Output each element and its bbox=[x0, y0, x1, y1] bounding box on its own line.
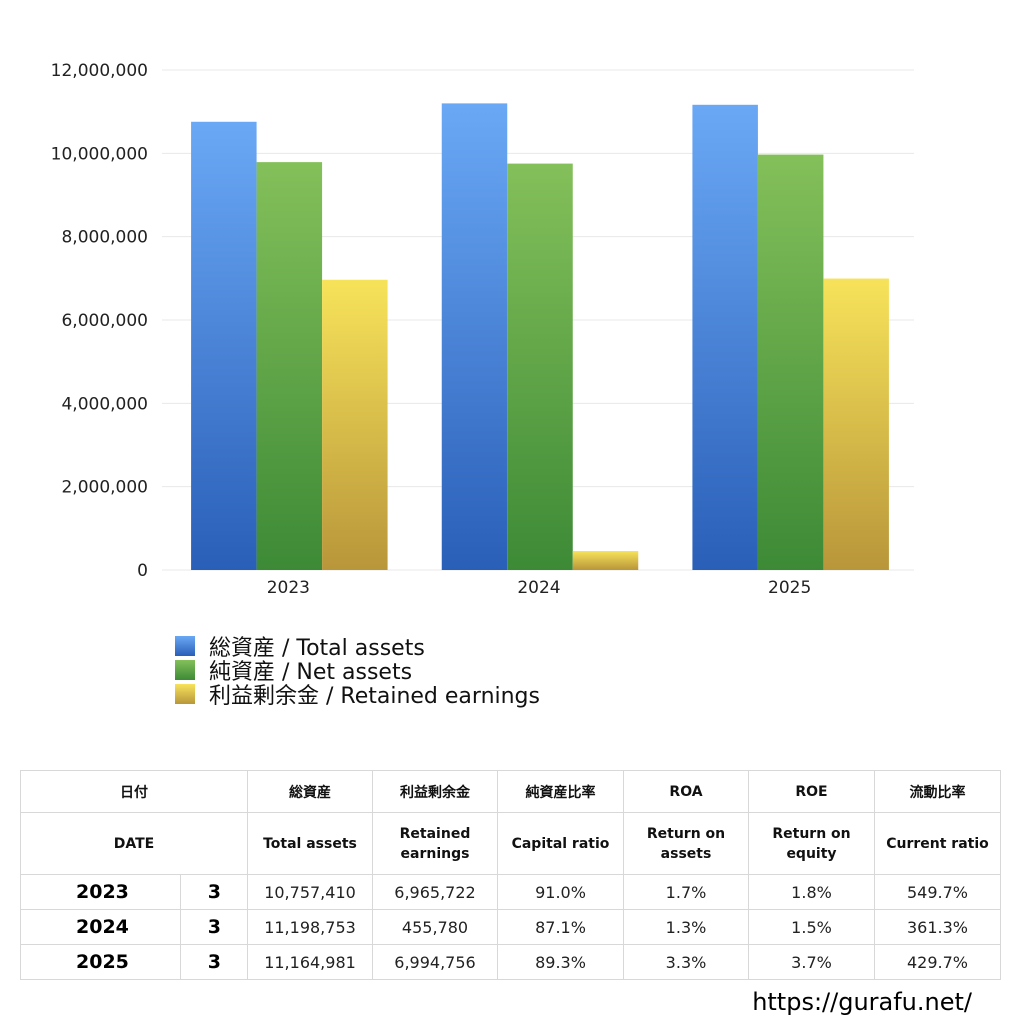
cell-total-assets: 10,757,410 bbox=[247, 874, 373, 910]
y-tick-label: 0 bbox=[137, 561, 148, 581]
cell-roe: 1.5% bbox=[748, 909, 875, 945]
header-roa-jp: ROA bbox=[623, 770, 749, 813]
cell-year: 2023 bbox=[20, 874, 181, 910]
bar-total-assets bbox=[692, 104, 758, 571]
header-total-assets-jp: 総資産 bbox=[247, 770, 373, 813]
cell-current-ratio: 549.7% bbox=[874, 874, 1001, 910]
bar-net-assets bbox=[507, 163, 573, 571]
cell-roa: 1.3% bbox=[623, 909, 749, 945]
cell-current-ratio: 429.7% bbox=[874, 944, 1001, 980]
legend-label-total-assets: 総資産 / Total assets bbox=[209, 636, 425, 661]
y-tick-label: 12,000,000 bbox=[51, 61, 148, 81]
cell-capital-ratio: 91.0% bbox=[497, 874, 624, 910]
cell-roe: 1.8% bbox=[748, 874, 875, 910]
y-tick-label: 6,000,000 bbox=[61, 311, 148, 331]
header-retained-jp: 利益剰余金 bbox=[372, 770, 498, 813]
header-date-jp: 日付 bbox=[20, 770, 248, 813]
x-tick-label: 2024 bbox=[517, 578, 560, 598]
y-tick-label: 2,000,000 bbox=[61, 478, 148, 498]
header-capital-ratio-jp: 純資産比率 bbox=[497, 770, 624, 813]
bar-total-assets bbox=[441, 103, 508, 571]
legend-item-retained-earnings: 利益剰余金 / Retained earnings bbox=[175, 682, 540, 709]
legend-swatch-total-assets bbox=[175, 636, 195, 656]
table-row: 2023 3 10,757,410 6,965,722 91.0% 1.7% 1… bbox=[20, 874, 1001, 910]
header-row-jp: 日付 総資産 利益剰余金 純資産比率 ROA ROE 流動比率 bbox=[20, 770, 1001, 813]
bar-net-assets bbox=[757, 154, 824, 571]
legend-swatch-net-assets bbox=[175, 660, 195, 680]
cell-total-assets: 11,198,753 bbox=[247, 909, 373, 945]
cell-month: 3 bbox=[180, 874, 248, 910]
header-total-assets-en: Total assets bbox=[247, 812, 373, 875]
header-roe-jp: ROE bbox=[748, 770, 875, 813]
cell-roa: 1.7% bbox=[623, 874, 749, 910]
bar-retained-earnings bbox=[572, 551, 639, 570]
header-roe-en: Return on equity bbox=[748, 812, 875, 875]
bar-retained-earnings bbox=[823, 278, 889, 570]
legend-item-net-assets: 純資産 / Net assets bbox=[175, 658, 540, 685]
x-axis-ticks: 2023 2024 2025 bbox=[267, 578, 812, 598]
legend-label-retained-earnings: 利益剰余金 / Retained earnings bbox=[209, 684, 540, 709]
y-tick-label: 4,000,000 bbox=[61, 394, 148, 414]
bars bbox=[191, 103, 889, 571]
header-retained-en: Retained earnings bbox=[372, 812, 498, 875]
bar-total-assets bbox=[191, 121, 257, 570]
cell-month: 3 bbox=[180, 944, 248, 980]
cell-year: 2024 bbox=[20, 909, 181, 945]
cell-current-ratio: 361.3% bbox=[874, 909, 1001, 945]
header-capital-ratio-en: Capital ratio bbox=[497, 812, 624, 875]
x-tick-label: 2023 bbox=[267, 578, 310, 598]
legend-item-total-assets: 総資産 / Total assets bbox=[175, 634, 540, 661]
header-current-ratio-en: Current ratio bbox=[874, 812, 1001, 875]
cell-year: 2025 bbox=[20, 944, 181, 980]
header-row-en: DATE Total assets Retained earnings Capi… bbox=[20, 812, 1001, 875]
header-current-ratio-jp: 流動比率 bbox=[874, 770, 1001, 813]
cell-retained: 455,780 bbox=[372, 909, 498, 945]
bar-retained-earnings bbox=[322, 279, 388, 570]
cell-roa: 3.3% bbox=[623, 944, 749, 980]
y-tick-label: 8,000,000 bbox=[61, 228, 148, 248]
x-tick-label: 2025 bbox=[768, 578, 811, 598]
legend: 総資産 / Total assets 純資産 / Net assets 利益剰余… bbox=[175, 634, 540, 709]
cell-capital-ratio: 87.1% bbox=[497, 909, 624, 945]
financial-table: 日付 総資産 利益剰余金 純資産比率 ROA ROE 流動比率 DATE Tot… bbox=[20, 770, 1001, 980]
cell-retained: 6,994,756 bbox=[372, 944, 498, 980]
cell-capital-ratio: 89.3% bbox=[497, 944, 624, 980]
bar-chart: 12,000,000 10,000,000 8,000,000 6,000,000 4,… bbox=[51, 61, 914, 598]
cell-month: 3 bbox=[180, 909, 248, 945]
cell-roe: 3.7% bbox=[748, 944, 875, 980]
header-date-en: DATE bbox=[20, 812, 248, 875]
y-axis-ticks: 12,000,000 10,000,000 8,000,000 6,000,000 4,… bbox=[51, 61, 148, 581]
cell-retained: 6,965,722 bbox=[372, 874, 498, 910]
y-tick-label: 10,000,000 bbox=[51, 144, 148, 164]
bar-net-assets bbox=[256, 162, 323, 570]
site-url: https://gurafu.net/ bbox=[752, 988, 972, 1016]
table-row: 2025 3 11,164,981 6,994,756 89.3% 3.3% 3… bbox=[20, 944, 1001, 980]
legend-label-net-assets: 純資産 / Net assets bbox=[209, 660, 413, 685]
cell-total-assets: 11,164,981 bbox=[247, 944, 373, 980]
table-row: 2024 3 11,198,753 455,780 87.1% 1.3% 1.5… bbox=[20, 909, 1001, 945]
legend-swatch-retained-earnings bbox=[175, 684, 195, 704]
header-roa-en: Return on assets bbox=[623, 812, 749, 875]
